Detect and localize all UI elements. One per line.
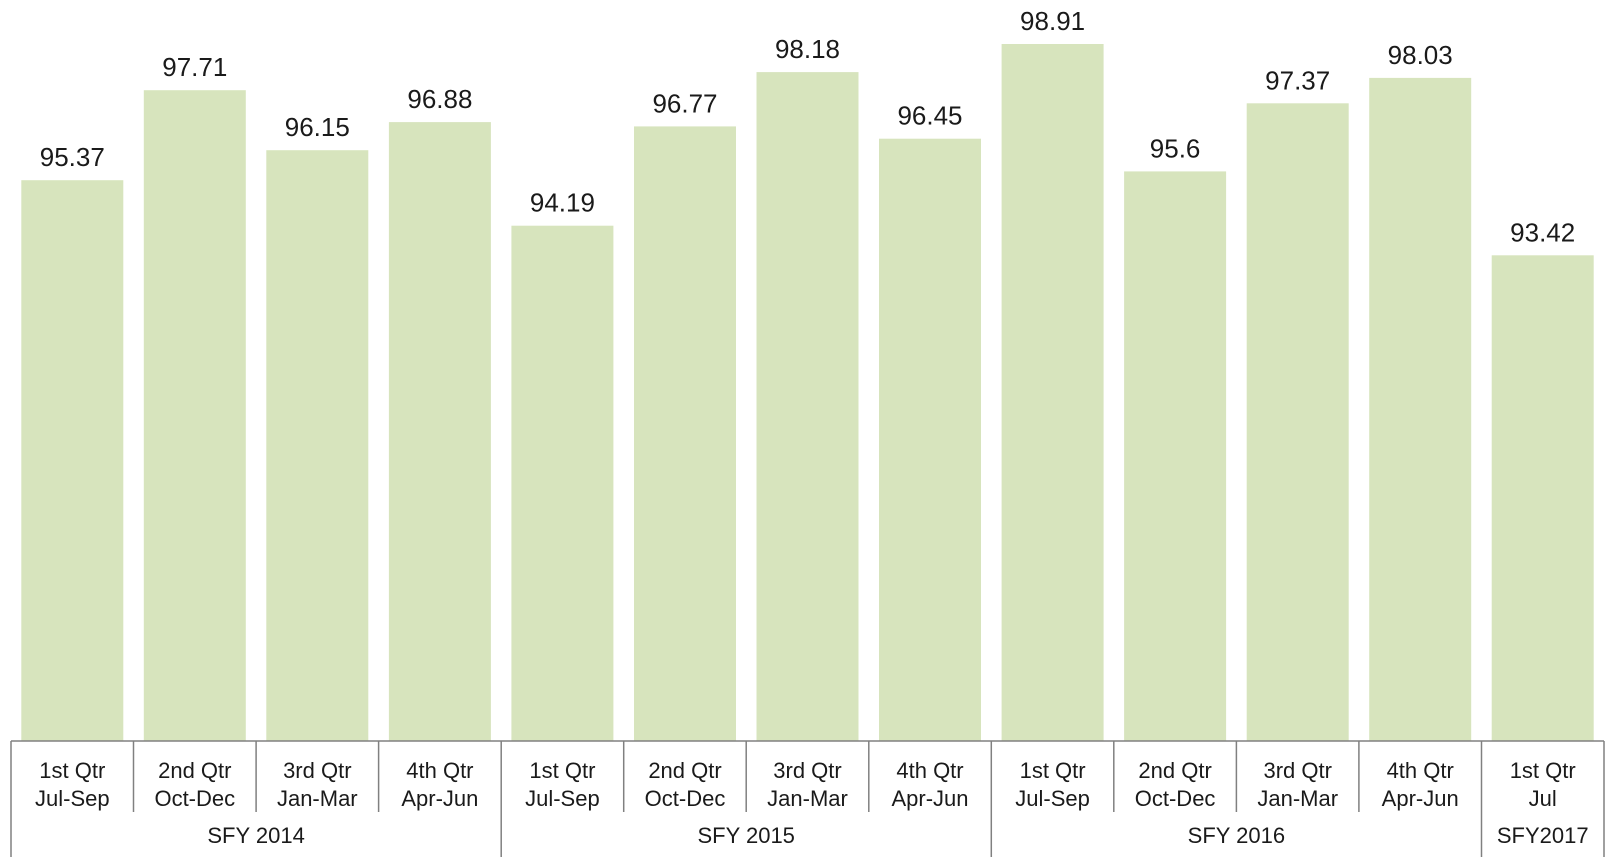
x-tick-label-6-line2: Oct-Dec	[645, 786, 726, 811]
bar-9	[1001, 44, 1104, 741]
bar-2	[143, 90, 246, 741]
bars-layer	[21, 44, 1594, 742]
data-label-6: 96.77	[652, 88, 717, 118]
x-tick-label-5-line2: Jul-Sep	[525, 786, 600, 811]
x-tick-label-10-line2: Oct-Dec	[1135, 786, 1216, 811]
data-label-11: 97.37	[1265, 65, 1330, 95]
x-group-label-4: SFY2017	[1497, 823, 1589, 848]
x-tick-label-9-line1: 1st Qtr	[1020, 758, 1086, 783]
x-tick-label-3-line1: 3rd Qtr	[283, 758, 351, 783]
bar-8	[879, 138, 981, 741]
bar-3	[266, 150, 369, 741]
data-label-10: 95.6	[1150, 133, 1201, 163]
x-group-label-2: SFY 2015	[697, 823, 794, 848]
data-label-13: 93.42	[1510, 217, 1575, 247]
bar-13	[1491, 255, 1594, 742]
x-tick-label-10-line1: 2nd Qtr	[1138, 758, 1211, 783]
x-tick-label-1-line1: 1st Qtr	[39, 758, 105, 783]
value-labels-layer: 95.37 97.71 96.15 96.88 94.19 96.77 98.18 96.45…	[40, 6, 1575, 247]
bar-5	[511, 225, 614, 741]
bar-12	[1369, 77, 1472, 741]
x-tick-label-7-line1: 3rd Qtr	[773, 758, 841, 783]
x-tick-label-4-line2: Apr-Jun	[401, 786, 478, 811]
data-label-5: 94.19	[530, 188, 595, 218]
x-tick-label-6-line1: 2nd Qtr	[648, 758, 721, 783]
data-label-3: 96.15	[285, 112, 350, 142]
bar-4	[388, 122, 491, 742]
x-tick-label-3-line2: Jan-Mar	[277, 786, 358, 811]
x-group-label-1: SFY 2014	[207, 823, 304, 848]
x-tick-label-12-line1: 4th Qtr	[1387, 758, 1454, 783]
bar-6	[634, 126, 736, 741]
x-tick-label-8-line2: Apr-Jun	[891, 786, 968, 811]
x-tick-labels: 1st Qtr Jul-Sep 2nd Qtr Oct-Dec 3rd Qtr Jan-M…	[35, 758, 1576, 811]
data-label-2: 97.71	[162, 52, 227, 82]
data-label-12: 98.03	[1388, 40, 1453, 70]
x-tick-label-11-line1: 3rd Qtr	[1263, 758, 1331, 783]
x-tick-label-8-line1: 4th Qtr	[896, 758, 963, 783]
data-label-9: 98.91	[1020, 6, 1085, 36]
x-tick-label-4-line1: 4th Qtr	[406, 758, 473, 783]
x-tick-label-13-line2: Jul	[1529, 786, 1557, 811]
data-label-1: 95.37	[40, 142, 105, 172]
x-tick-label-2-line2: Oct-Dec	[154, 786, 235, 811]
x-tick-label-11-line2: Jan-Mar	[1257, 786, 1338, 811]
x-group-labels: SFY 2014 SFY 2015 SFY 2016 SFY2017	[207, 823, 1588, 848]
x-tick-label-13-line1: 1st Qtr	[1510, 758, 1576, 783]
data-label-8: 96.45	[897, 101, 962, 131]
x-tick-label-9-line2: Jul-Sep	[1015, 786, 1090, 811]
x-tick-label-5-line1: 1st Qtr	[529, 758, 595, 783]
x-tick-label-2-line1: 2nd Qtr	[158, 758, 231, 783]
bar-10	[1124, 171, 1227, 741]
x-tick-label-12-line2: Apr-Jun	[1382, 786, 1459, 811]
bar-1	[21, 180, 124, 741]
x-axis	[10, 740, 1605, 857]
x-tick-label-1-line2: Jul-Sep	[35, 786, 110, 811]
data-label-4: 96.88	[407, 84, 472, 114]
x-tick-label-7-line2: Jan-Mar	[767, 786, 848, 811]
data-label-7: 98.18	[775, 34, 840, 64]
x-group-label-3: SFY 2016	[1188, 823, 1285, 848]
bar-11	[1246, 103, 1349, 742]
bar-7	[756, 72, 859, 742]
